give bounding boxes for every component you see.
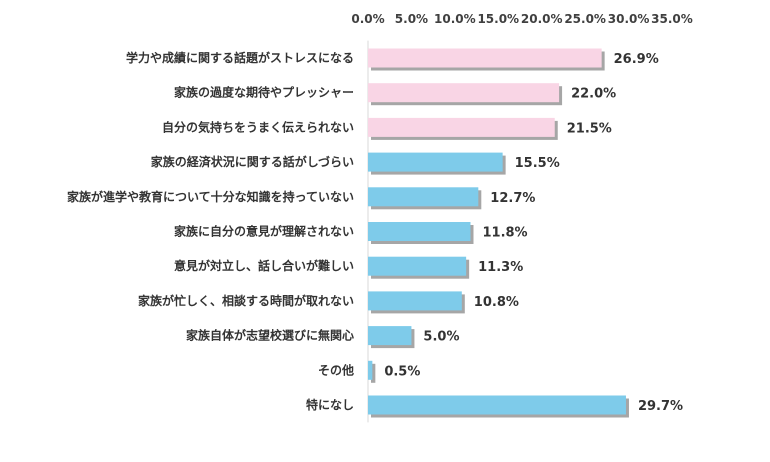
value-label: 10.8% bbox=[474, 295, 519, 310]
chart-rows: 学力や成績に関する話題がストレスになる 26.9% 家族の過度な期待やプレッシャー 2… bbox=[67, 48, 683, 418]
chart-row: 家族が進学や教育について十分な知識を持っていない 12.7% bbox=[67, 187, 535, 210]
category-label: 特になし bbox=[306, 397, 354, 412]
value-label: 12.7% bbox=[490, 191, 535, 206]
chart-row: 家族が忙しく、相談する時間が取れない 10.8% bbox=[138, 291, 519, 314]
x-tick-label: 5.0% bbox=[395, 12, 428, 26]
x-tick-label: 20.0% bbox=[521, 12, 563, 26]
chart-row: 意見が対立し、話し合いが難しい 11.3% bbox=[174, 256, 523, 279]
x-axis-ticks: 0.0% 5.0% 10.0% 15.0% 20.0% 25.0% 30.0% 35.0% bbox=[351, 12, 692, 26]
category-label: その他 bbox=[318, 362, 354, 377]
bar bbox=[368, 83, 560, 103]
chart-row: 学力や成績に関する話題がストレスになる 26.9% bbox=[126, 48, 659, 71]
chart-row: 家族自体が志望校選びに無関心 5.0% bbox=[186, 326, 459, 349]
x-tick-label: 10.0% bbox=[434, 12, 476, 26]
value-label: 15.5% bbox=[515, 156, 560, 171]
chart-row: 家族の過度な期待やプレッシャー 22.0% bbox=[174, 83, 616, 106]
category-label: 学力や成績に関する話題がストレスになる bbox=[126, 50, 354, 65]
bar-shadow bbox=[371, 363, 376, 383]
value-label: 0.5% bbox=[384, 364, 420, 379]
category-label: 家族が進学や教育について十分な知識を持っていない bbox=[67, 189, 354, 204]
category-label: 家族の過度な期待やプレッシャー bbox=[174, 85, 354, 100]
category-label: 家族が忙しく、相談する時間が取れない bbox=[138, 293, 354, 308]
x-tick-label: 30.0% bbox=[608, 12, 650, 26]
category-label: 意見が対立し、話し合いが難しい bbox=[174, 258, 354, 273]
chart-row: 特になし 29.7% bbox=[306, 395, 683, 418]
chart-row: その他 0.5% bbox=[318, 360, 420, 383]
x-tick-label: 25.0% bbox=[564, 12, 606, 26]
x-tick-label: 15.0% bbox=[477, 12, 519, 26]
bar bbox=[368, 117, 555, 137]
bar bbox=[368, 152, 503, 172]
chart-row: 家族の経済状況に関する話がしづらい 15.5% bbox=[151, 152, 560, 175]
value-label: 22.0% bbox=[571, 87, 616, 102]
bar bbox=[368, 256, 467, 276]
value-label: 11.3% bbox=[478, 260, 523, 275]
bar bbox=[368, 395, 626, 415]
x-tick-label: 35.0% bbox=[651, 12, 693, 26]
bar bbox=[368, 222, 471, 241]
bar bbox=[368, 360, 373, 380]
chart-row: 自分の気持ちをうまく伝えられない 21.5% bbox=[162, 117, 612, 140]
value-label: 29.7% bbox=[638, 399, 683, 414]
category-label: 家族自体が志望校選びに無関心 bbox=[186, 328, 354, 343]
value-label: 21.5% bbox=[567, 121, 612, 136]
category-label: 家族に自分の意見が理解されない bbox=[174, 224, 354, 239]
chart-row: 家族に自分の意見が理解されない 11.8% bbox=[174, 222, 528, 244]
bar bbox=[368, 291, 462, 311]
bar bbox=[368, 187, 479, 207]
category-label: 自分の気持ちをうまく伝えられない bbox=[162, 119, 354, 134]
value-label: 5.0% bbox=[423, 330, 459, 345]
x-tick-label: 0.0% bbox=[351, 12, 384, 26]
value-label: 26.9% bbox=[614, 52, 659, 67]
value-label: 11.8% bbox=[482, 226, 527, 241]
bar bbox=[368, 48, 602, 68]
bar bbox=[368, 326, 412, 346]
category-label: 家族の経済状況に関する話がしづらい bbox=[151, 154, 354, 169]
